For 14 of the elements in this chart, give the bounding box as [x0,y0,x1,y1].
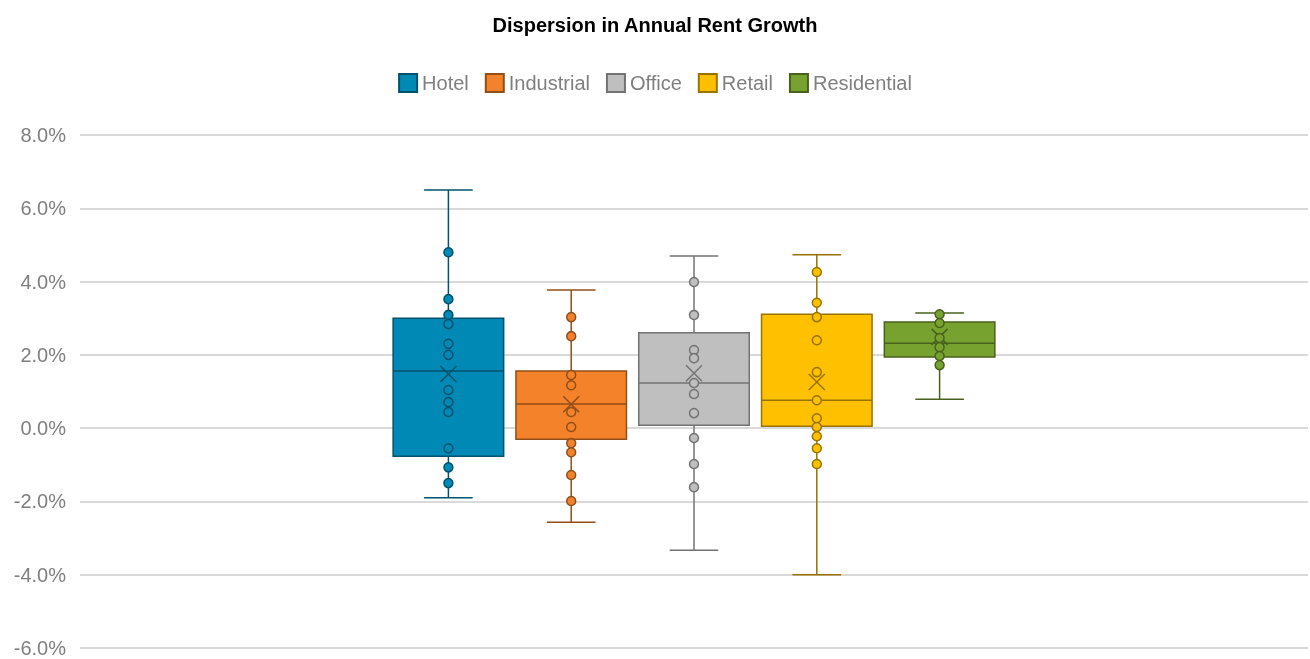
y-tick-label: 4.0% [20,270,67,293]
legend-label: Residential [812,72,912,94]
chart-title: Dispersion in Annual Rent Growth [492,14,818,36]
y-tick-label: 0.0% [20,417,67,440]
y-tick-label: 2.0% [20,343,67,366]
y-tick-label: 6.0% [20,197,67,220]
legend-label: Hotel [422,72,469,94]
legend-label: Office [629,72,682,94]
y-tick-label: -6.0% [13,637,67,659]
y-tick-label: 8.0% [20,124,67,146]
legend-label: Industrial [508,72,590,94]
y-tick-label: -4.0% [13,563,67,586]
y-tick-label: -2.0% [13,490,67,513]
legend-label: Retail [721,72,773,94]
